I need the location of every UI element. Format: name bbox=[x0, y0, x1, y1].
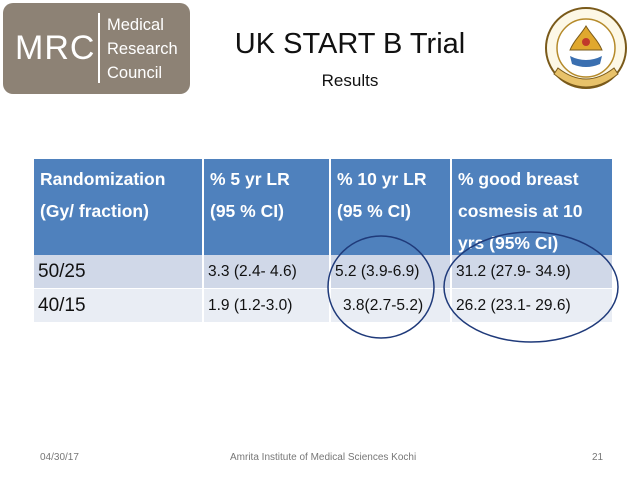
mrc-logo-divider bbox=[98, 13, 100, 83]
footer-institution: Amrita Institute of Medical Sciences Koc… bbox=[230, 452, 417, 463]
slide-title: UK START B Trial bbox=[234, 28, 466, 60]
results-table: Randomization (Gy/ fraction) % 5 yr LR (… bbox=[34, 159, 612, 327]
table-cell: 1.9 (1.2-3.0) bbox=[204, 289, 329, 322]
mrc-logo-line: Medical bbox=[107, 16, 164, 34]
table-cell: 40/15 bbox=[34, 289, 202, 322]
mrc-logo-lines: Medical Research Council bbox=[107, 13, 178, 85]
mrc-logo-line: Research bbox=[107, 40, 178, 58]
header-line: % good breast bbox=[458, 169, 579, 189]
table-header-5yr-lr: % 5 yr LR (95 % CI) bbox=[204, 159, 329, 255]
table-cell: 5.2 (3.9-6.9) bbox=[331, 255, 450, 288]
table-header-10yr-lr: % 10 yr LR (95 % CI) bbox=[331, 159, 450, 255]
table-cell: 31.2 (27.9- 34.9) bbox=[452, 255, 612, 288]
table-cell: 26.2 (23.1- 29.6) bbox=[452, 289, 612, 322]
mrc-logo-line: Council bbox=[107, 64, 163, 82]
footer-page-number: 21 bbox=[592, 452, 604, 463]
table-header-cosmesis: % good breast cosmesis at 10 yrs (95% CI… bbox=[452, 159, 612, 255]
table-cell: 3.8(2.7-5.2) bbox=[331, 289, 450, 322]
institute-seal-icon bbox=[545, 7, 627, 89]
slide-subtitle: Results bbox=[321, 71, 379, 90]
table-cell: 50/25 bbox=[34, 255, 202, 288]
header-line: (95 % CI) bbox=[337, 201, 411, 221]
header-line: cosmesis at 10 bbox=[458, 201, 583, 221]
header-line: (Gy/ fraction) bbox=[40, 201, 149, 221]
header-line: % 10 yr LR bbox=[337, 169, 427, 189]
table-cell: 3.3 (2.4- 4.6) bbox=[204, 255, 329, 288]
mrc-logo: MRC Medical Research Council bbox=[3, 3, 190, 94]
header-line: % 5 yr LR bbox=[210, 169, 290, 189]
mrc-logo-mark: MRC bbox=[15, 29, 96, 67]
header-line: Randomization bbox=[40, 169, 166, 189]
footer-date: 04/30/17 bbox=[40, 452, 79, 463]
table-header-randomization: Randomization (Gy/ fraction) bbox=[34, 159, 202, 255]
header-line: (95 % CI) bbox=[210, 201, 284, 221]
